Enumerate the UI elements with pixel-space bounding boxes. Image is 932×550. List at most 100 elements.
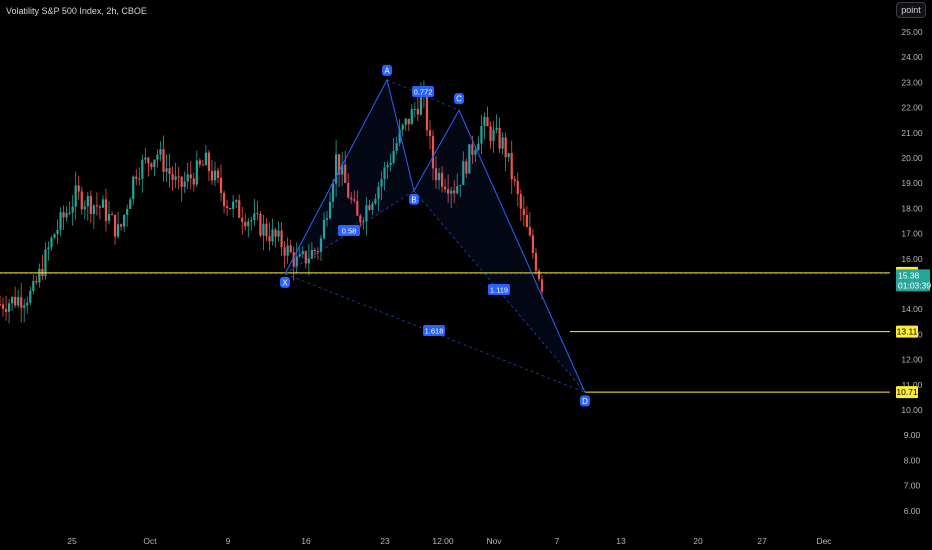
candle-body <box>156 154 159 160</box>
last-price-label: 15.38 <box>898 270 920 280</box>
candle-body <box>313 250 317 252</box>
candle-body <box>531 235 535 254</box>
candle-body <box>462 161 465 186</box>
candle-body <box>386 164 389 168</box>
candle-body <box>129 199 132 209</box>
candle-body <box>147 157 150 164</box>
y-tick-label: 20.00 <box>901 153 923 163</box>
candle-body <box>138 178 141 180</box>
candle-body <box>198 160 201 165</box>
pattern-point-badge <box>280 276 290 288</box>
candle-body <box>510 153 513 180</box>
candle-body <box>338 154 341 175</box>
candle-body <box>259 213 262 236</box>
candle-body <box>347 182 350 198</box>
candle-body <box>389 162 392 165</box>
candle-body <box>368 205 371 210</box>
pattern-point-badge <box>580 395 590 407</box>
ratio-line-ac <box>386 79 460 111</box>
candle-body <box>183 181 186 187</box>
candle-body <box>253 213 256 221</box>
candle-body <box>468 144 471 174</box>
candle-body <box>362 221 365 223</box>
candle-body <box>277 230 280 237</box>
candle-body <box>450 190 453 194</box>
candle-body <box>20 297 23 308</box>
candle-body <box>365 205 368 222</box>
candle-body <box>304 251 307 264</box>
candle-body <box>238 200 241 218</box>
candle-body <box>86 195 89 207</box>
x-tick-label: 27 <box>757 536 767 546</box>
candle-body <box>216 170 220 178</box>
candle-body <box>456 186 459 194</box>
x-tick-label: 9 <box>226 536 231 546</box>
candle-body <box>186 174 189 182</box>
y-tick-label: 14.00 <box>901 304 923 314</box>
candle-body <box>431 136 435 169</box>
ratio-label: 0.58 <box>342 227 357 236</box>
candle-body <box>101 199 105 208</box>
candle-body <box>144 157 147 160</box>
candle-body <box>416 108 419 115</box>
candle-body <box>44 249 47 277</box>
y-tick-label: 11.00 <box>902 380 923 390</box>
candle-body <box>126 208 129 215</box>
candle-body <box>353 199 356 201</box>
ratio-badge <box>488 284 510 295</box>
candle-body <box>325 218 329 220</box>
pattern-point-badge <box>409 193 419 205</box>
candle-body <box>65 213 68 218</box>
y-tick-label: 18.00 <box>901 203 923 213</box>
candle-body <box>292 252 295 267</box>
candle-body <box>286 245 289 256</box>
candle-body <box>301 251 304 255</box>
y-tick-label: 6.00 <box>904 506 921 516</box>
x-tick-label: Dec <box>816 536 832 546</box>
candle-body <box>486 116 489 127</box>
candle-body <box>32 280 35 291</box>
point-button[interactable]: point <box>896 2 926 18</box>
candle-body <box>247 221 250 227</box>
candle-body <box>116 224 120 237</box>
candle-body <box>83 206 86 210</box>
candle-body <box>501 137 504 149</box>
candle-body <box>307 258 310 264</box>
candle-body <box>374 198 377 204</box>
candle-body <box>192 178 195 185</box>
candle-body <box>516 180 519 194</box>
candle-body <box>283 247 286 256</box>
candle-body <box>74 185 77 207</box>
candle-body <box>413 108 416 110</box>
candle-body <box>201 164 204 166</box>
candle-body <box>344 164 347 183</box>
y-tick-label: 19.00 <box>901 178 923 188</box>
pattern-point-badge <box>454 93 464 105</box>
candle-body <box>401 124 404 130</box>
candle-body <box>310 250 313 259</box>
candle-body <box>407 118 410 125</box>
candle-body <box>437 172 441 181</box>
candle-body <box>241 217 244 222</box>
candle-body <box>165 168 168 172</box>
candle-body <box>528 226 531 236</box>
countdown-label: 01:03:39 <box>898 280 931 290</box>
candle-body <box>395 143 398 152</box>
y-tick-label: 23.00 <box>901 77 923 87</box>
candle-body <box>177 176 180 178</box>
candle-body <box>171 174 174 180</box>
candle-body <box>168 168 171 175</box>
candle-body <box>295 256 298 267</box>
level-price-tag <box>896 325 918 338</box>
candle-body <box>250 220 253 222</box>
candle-body <box>53 234 56 238</box>
ratio-badge <box>412 86 434 97</box>
candle-body <box>62 212 65 218</box>
y-tick-label: 10.00 <box>901 405 923 415</box>
candle-body <box>398 129 401 144</box>
candle-body <box>483 116 486 126</box>
candle-body <box>80 191 83 210</box>
candle-body <box>95 205 98 207</box>
candle-body <box>11 296 14 304</box>
